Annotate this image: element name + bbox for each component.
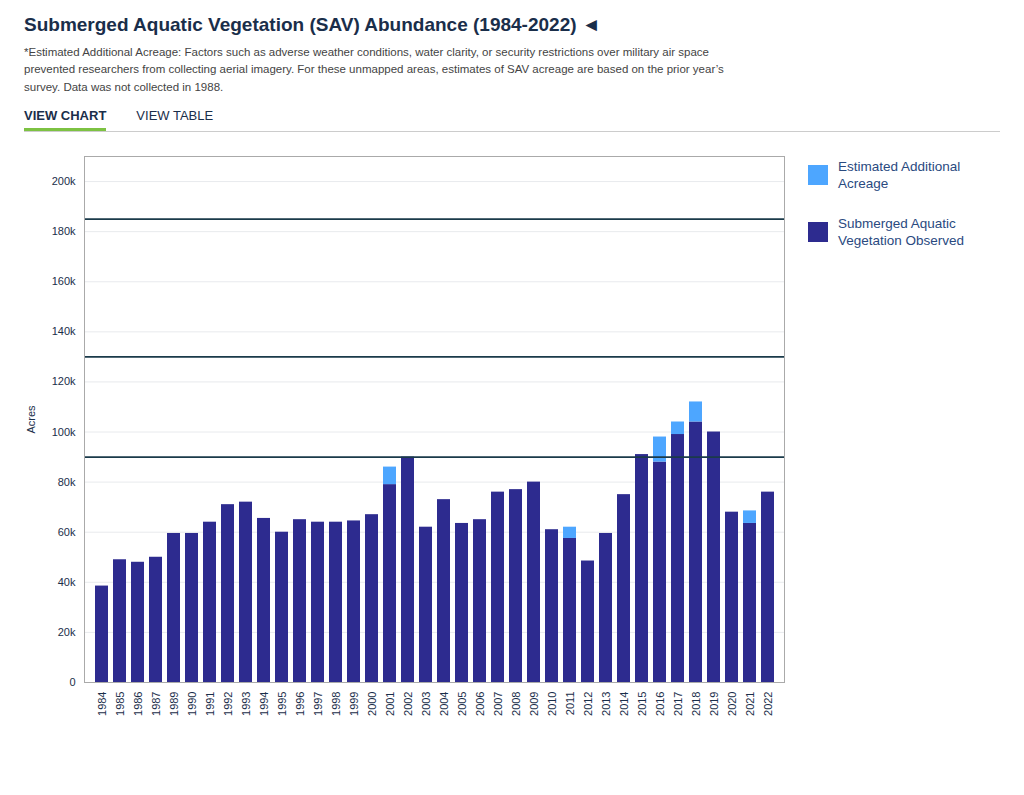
html-text:Submerged Aquatic Vegetation (: Submerged Aquatic Vegetation (SAV) Abund…: [24, 14, 601, 35]
svg-text:1990: 1990: [186, 691, 198, 715]
svg-text:2021: 2021: [744, 691, 756, 715]
svg-text:0: 0: [69, 676, 75, 688]
svg-text:2006: 2006: [474, 691, 486, 715]
svg-text:60k: 60k: [58, 525, 76, 537]
svg-text:1992: 1992: [222, 691, 234, 715]
svg-text:100k: 100k: [52, 425, 76, 437]
html-text:VIEW TABLE: VIEW TABLE: [136, 107, 214, 123]
svg-text:2014: 2014: [618, 691, 630, 715]
svg-text:2005: 2005: [456, 691, 468, 715]
svg-text:1987: 1987: [150, 691, 162, 715]
svg-text:2015: 2015: [636, 691, 648, 715]
svg-text:2017: 2017: [672, 691, 684, 715]
svg-text:2008: 2008: [510, 691, 522, 715]
svg-text:140k: 140k: [52, 325, 76, 337]
html-text:survey. Data was not collected: survey. Data was not collected in 1988.: [24, 80, 224, 93]
svg-text:2001: 2001: [384, 691, 396, 715]
svg-text:2003: 2003: [420, 691, 432, 715]
svg-text:2010: 2010: [546, 691, 558, 715]
svg-text:2019: 2019: [708, 691, 720, 715]
svg-text:1999: 1999: [348, 691, 360, 715]
svg-text:1986: 1986: [132, 691, 144, 715]
svg-text:1994: 1994: [258, 691, 270, 715]
svg-text:80k: 80k: [58, 475, 76, 487]
svg-text:Acres: Acres: [25, 405, 37, 434]
html-text:VIEW CHART: VIEW CHART: [24, 107, 107, 123]
html-text:prevented researchers from col: prevented researchers from collecting ae…: [24, 63, 724, 76]
svg-text:2020: 2020: [726, 691, 738, 715]
svg-text:2004: 2004: [438, 691, 450, 715]
svg-text:2016: 2016: [654, 691, 666, 715]
svg-text:40k: 40k: [58, 576, 76, 588]
svg-text:2018: 2018: [690, 691, 702, 715]
svg-text:120k: 120k: [52, 375, 76, 387]
svg-text:1985: 1985: [114, 691, 126, 715]
html-text:Submerged Aquatic Vegetation O: Submerged Aquatic Vegetation Observed: [838, 215, 965, 249]
svg-text:1998: 1998: [330, 691, 342, 715]
svg-text:160k: 160k: [52, 275, 76, 287]
html-text:Estimated Additional Acreage: Estimated Additional Acreage: [838, 158, 961, 192]
svg-text:2009: 2009: [528, 691, 540, 715]
svg-text:2012: 2012: [582, 691, 594, 715]
svg-text:2000: 2000: [366, 691, 378, 715]
svg-text:2022: 2022: [762, 691, 774, 715]
svg-text:1989: 1989: [168, 691, 180, 715]
svg-text:180k: 180k: [52, 225, 76, 237]
html-text:*Estimated Additional Acreage:: *Estimated Additional Acreage: Factors s…: [24, 46, 709, 58]
svg-text:1996: 1996: [294, 691, 306, 715]
svg-text:200k: 200k: [52, 175, 76, 187]
svg-text:1993: 1993: [240, 691, 252, 715]
svg-text:2013: 2013: [600, 691, 612, 715]
svg-text:1991: 1991: [204, 691, 216, 715]
svg-text:2002: 2002: [402, 691, 414, 715]
svg-text:2007: 2007: [492, 691, 504, 715]
svg-text:1984: 1984: [96, 691, 108, 715]
svg-text:1997: 1997: [312, 691, 324, 715]
svg-text:20k: 20k: [58, 626, 76, 638]
svg-text:2011: 2011: [564, 691, 576, 715]
svg-text:1995: 1995: [276, 691, 288, 715]
